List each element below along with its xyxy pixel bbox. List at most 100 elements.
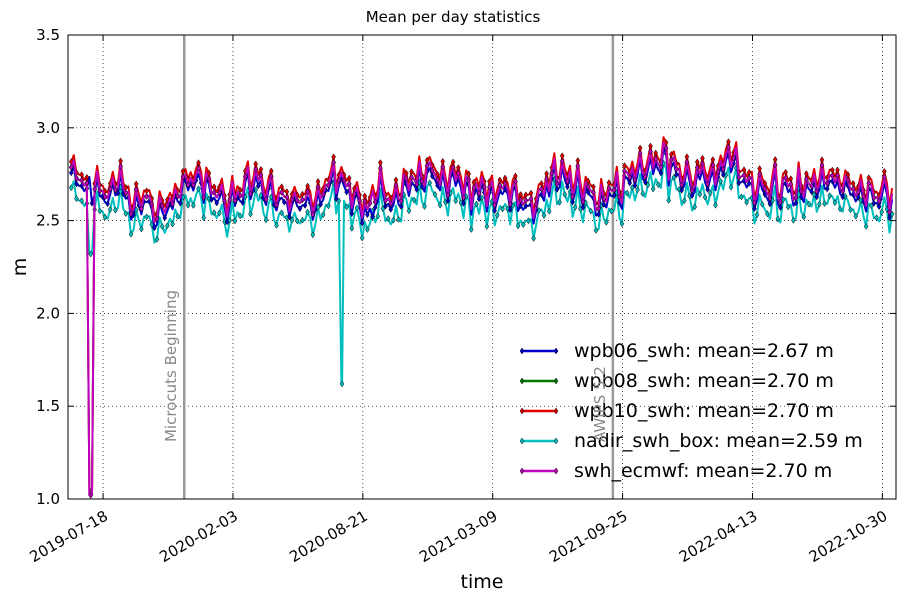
data-point <box>144 192 149 200</box>
legend-label-swh_ecmwf: swh_ecmwf: mean=2.70 m <box>574 460 832 482</box>
data-point <box>211 188 217 196</box>
data-point <box>767 194 773 202</box>
data-point <box>606 184 612 192</box>
data-point <box>222 197 227 205</box>
data-point <box>159 222 165 230</box>
data-point <box>466 175 471 183</box>
data-point <box>635 186 640 194</box>
data-point <box>326 182 331 189</box>
data-point <box>863 222 869 230</box>
data-point <box>791 216 796 224</box>
data-point <box>580 198 586 206</box>
data-point <box>814 187 820 195</box>
data-point <box>804 175 809 183</box>
data-point <box>359 234 365 242</box>
data-point <box>74 180 79 188</box>
data-point <box>279 188 284 196</box>
data-point <box>217 209 222 217</box>
data-point <box>154 235 160 243</box>
data-point <box>339 380 345 388</box>
legend-marker <box>519 437 525 445</box>
data-point <box>383 202 388 210</box>
data-point <box>341 176 347 184</box>
data-point <box>237 212 243 220</box>
data-point <box>702 193 708 201</box>
data-point <box>546 207 552 215</box>
data-point <box>817 200 822 208</box>
data-point <box>165 201 170 209</box>
data-point <box>507 200 513 208</box>
data-point <box>585 188 591 196</box>
data-point <box>487 183 492 191</box>
data-point <box>481 183 487 191</box>
data-point <box>871 199 877 207</box>
data-point <box>669 156 674 164</box>
data-point <box>185 181 191 189</box>
data-point <box>759 200 765 208</box>
data-point <box>427 179 433 187</box>
data-point <box>367 199 373 207</box>
data-point <box>450 164 456 172</box>
data-point <box>835 172 840 179</box>
data-point <box>191 181 196 189</box>
data-point <box>640 190 646 197</box>
data-point <box>570 198 575 206</box>
data-point <box>518 196 523 204</box>
data-point <box>744 198 749 206</box>
series-swh_ecmwf <box>68 141 894 499</box>
data-point <box>720 165 726 173</box>
data-point <box>92 185 97 193</box>
data-point <box>224 218 230 226</box>
data-point <box>739 193 744 201</box>
data-point <box>279 209 284 217</box>
data-point <box>752 199 757 207</box>
data-point <box>806 200 812 208</box>
data-point <box>793 199 799 207</box>
data-point <box>728 183 734 191</box>
data-point <box>679 186 684 194</box>
data-point <box>783 174 788 182</box>
event-line-label: Microcuts Beginning <box>162 290 180 442</box>
data-point <box>107 185 113 193</box>
legend-marker <box>519 347 525 355</box>
data-point <box>778 198 783 206</box>
data-point <box>422 203 427 210</box>
data-point <box>710 161 716 169</box>
legend-label-wpb10_swh: wpb10_swh: mean=2.70 m <box>574 400 834 422</box>
legend-marker <box>519 377 525 385</box>
data-point <box>645 181 651 189</box>
data-point <box>476 195 482 203</box>
legend-marker <box>553 467 559 475</box>
data-point <box>549 169 555 177</box>
data-point <box>149 200 155 208</box>
plot-frame <box>67 34 897 500</box>
data-point <box>89 199 95 207</box>
data-point <box>507 206 513 214</box>
legend-marker <box>553 347 559 355</box>
data-point <box>391 216 396 224</box>
data-point <box>375 212 381 220</box>
data-point <box>762 190 768 198</box>
data-point <box>310 210 316 218</box>
data-point <box>294 217 300 225</box>
event-lines <box>182 35 615 499</box>
data-point <box>357 196 362 204</box>
data-point <box>175 213 181 220</box>
data-point <box>102 213 108 221</box>
data-point <box>632 182 638 189</box>
data-point <box>396 216 401 223</box>
grid-layer <box>68 34 896 500</box>
data-point <box>346 180 352 188</box>
data-point <box>263 216 269 224</box>
data-point <box>848 206 853 214</box>
data-point <box>604 218 609 226</box>
data-point <box>762 185 768 193</box>
data-point <box>411 196 417 204</box>
data-point <box>68 184 74 192</box>
data-point <box>242 173 248 180</box>
data-point <box>209 196 214 204</box>
data-point <box>494 212 500 219</box>
data-point <box>206 175 212 183</box>
data-point <box>840 187 846 195</box>
